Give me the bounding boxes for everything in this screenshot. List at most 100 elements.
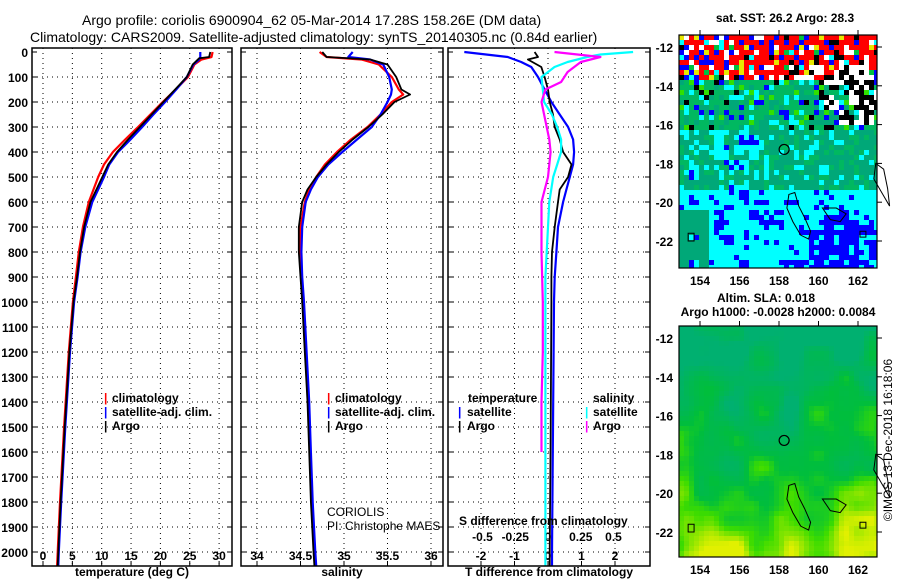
map-pixel	[804, 165, 809, 170]
profile-line-t-satellite	[464, 50, 576, 566]
map-pixel	[724, 361, 729, 366]
map-pixel	[719, 105, 724, 110]
map-pixel	[834, 85, 839, 90]
map-pixel	[769, 426, 774, 431]
map-pixel	[844, 85, 849, 90]
map-pixel	[774, 65, 779, 70]
map-pixel	[794, 461, 799, 466]
map-pixel	[789, 531, 794, 536]
map-pixel	[739, 105, 744, 110]
map-pixel	[764, 401, 769, 406]
map-pixel	[734, 531, 739, 536]
map-pixel	[819, 366, 824, 371]
map-pixel	[829, 225, 834, 230]
map-pixel	[814, 366, 819, 371]
map-pixel	[684, 336, 689, 341]
map-pixel	[709, 130, 714, 135]
map-pixel	[769, 476, 774, 481]
map-pixel	[824, 541, 829, 546]
map-pixel	[699, 471, 704, 476]
map-pixel	[844, 551, 849, 556]
lat-tick-label: -22	[656, 526, 674, 540]
map-pixel	[874, 516, 877, 521]
map-pixel	[824, 501, 829, 506]
map-pixel	[709, 205, 714, 210]
map-pixel	[809, 461, 814, 466]
map-pixel	[704, 491, 709, 496]
map-pixel	[814, 386, 819, 391]
map-pixel	[829, 481, 834, 486]
map-pixel	[859, 35, 864, 40]
map-pixel	[774, 351, 779, 356]
map-pixel	[774, 331, 779, 336]
map-pixel	[769, 376, 774, 381]
map-pixel	[804, 381, 809, 386]
map-pixel	[774, 486, 779, 491]
map-pixel	[774, 200, 779, 205]
map-pixel	[729, 210, 734, 215]
map-pixel	[769, 120, 774, 125]
map-pixel	[814, 185, 819, 190]
map-pixel	[834, 100, 839, 105]
map-pixel	[679, 396, 684, 401]
map-pixel	[739, 245, 744, 250]
map-pixel	[724, 35, 729, 40]
map-pixel	[859, 130, 864, 135]
map-pixel	[719, 451, 724, 456]
map-pixel	[829, 120, 834, 125]
map-pixel	[764, 406, 769, 411]
map-pixel	[764, 446, 769, 451]
map-pixel	[769, 225, 774, 230]
map-pixel	[704, 225, 709, 230]
map-pixel	[869, 80, 874, 85]
map-pixel	[864, 371, 869, 376]
map-pixel	[864, 185, 869, 190]
map-pixel	[709, 396, 714, 401]
map-pixel	[774, 411, 779, 416]
map-pixel	[689, 431, 694, 436]
map-pixel	[709, 150, 714, 155]
map-pixel	[854, 466, 859, 471]
map-pixel	[694, 336, 699, 341]
map-pixel	[834, 170, 839, 175]
map-pixel	[819, 245, 824, 250]
map-pixel	[699, 501, 704, 506]
map-pixel	[714, 180, 719, 185]
map-pixel	[869, 326, 874, 331]
map-pixel	[714, 165, 719, 170]
map-pixel	[849, 35, 854, 40]
map-pixel	[699, 155, 704, 160]
map-pixel	[769, 125, 774, 130]
map-pixel	[684, 361, 689, 366]
map-pixel	[819, 431, 824, 436]
map-pixel	[769, 511, 774, 516]
map-pixel	[819, 336, 824, 341]
map-pixel	[844, 220, 849, 225]
map-pixel	[779, 220, 784, 225]
map-pixel	[744, 416, 749, 421]
map-pixel	[844, 516, 849, 521]
map-pixel	[819, 426, 824, 431]
map-pixel	[829, 175, 834, 180]
map-pixel	[714, 376, 719, 381]
map-pixel	[709, 55, 714, 60]
map-pixel	[859, 496, 864, 501]
map-pixel	[859, 451, 864, 456]
map-pixel	[709, 351, 714, 356]
map-pixel	[804, 356, 809, 361]
map-pixel	[829, 155, 834, 160]
map-pixel	[789, 155, 794, 160]
map-pixel	[814, 145, 819, 150]
map-pixel	[704, 195, 709, 200]
map-pixel	[829, 361, 834, 366]
map-pixel	[759, 70, 764, 75]
map-pixel	[839, 100, 844, 105]
map-pixel	[689, 326, 694, 331]
map-pixel	[769, 115, 774, 120]
map-pixel	[749, 245, 754, 250]
map-pixel	[714, 331, 719, 336]
map-pixel	[789, 100, 794, 105]
map-pixel	[694, 150, 699, 155]
map-pixel	[714, 511, 719, 516]
map-pixel	[699, 426, 704, 431]
